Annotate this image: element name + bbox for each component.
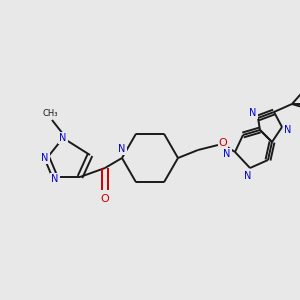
Text: O: O bbox=[100, 194, 109, 204]
Text: N: N bbox=[118, 144, 126, 154]
Text: N: N bbox=[244, 171, 252, 181]
Text: N: N bbox=[59, 133, 67, 143]
Text: N: N bbox=[41, 153, 49, 163]
Text: N: N bbox=[223, 149, 231, 159]
Text: N: N bbox=[249, 108, 257, 118]
Text: N: N bbox=[284, 125, 292, 135]
Text: CH₃: CH₃ bbox=[42, 109, 58, 118]
Text: N: N bbox=[51, 174, 59, 184]
Text: O: O bbox=[219, 138, 227, 148]
